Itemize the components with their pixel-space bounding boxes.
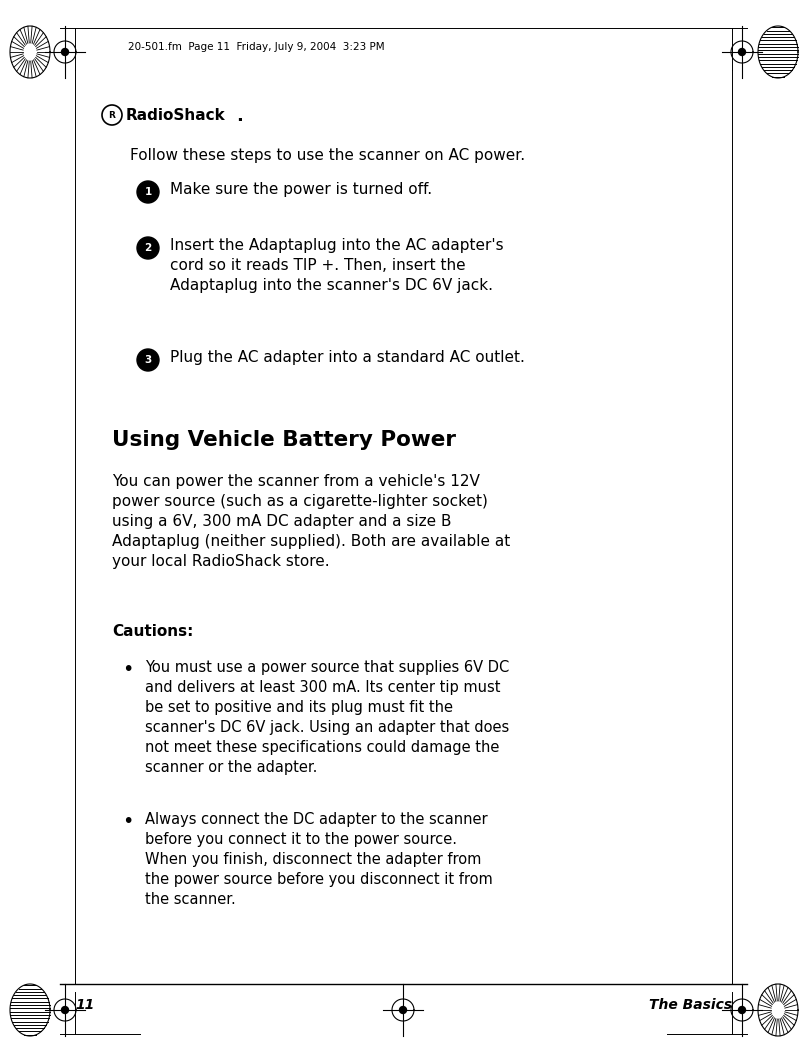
Text: 2: 2 — [144, 243, 152, 253]
Text: 3: 3 — [144, 355, 152, 365]
Text: .: . — [236, 107, 243, 125]
Text: 20-501.fm  Page 11  Friday, July 9, 2004  3:23 PM: 20-501.fm Page 11 Friday, July 9, 2004 3… — [128, 42, 385, 52]
Circle shape — [137, 181, 159, 203]
Circle shape — [61, 1007, 69, 1013]
Circle shape — [399, 1007, 407, 1013]
Circle shape — [738, 49, 746, 55]
Text: 1: 1 — [144, 187, 152, 196]
Text: Always connect the DC adapter to the scanner
before you connect it to the power : Always connect the DC adapter to the sca… — [145, 812, 493, 907]
Circle shape — [61, 49, 69, 55]
Text: Make sure the power is turned off.: Make sure the power is turned off. — [170, 182, 432, 196]
Text: R: R — [109, 110, 115, 120]
Circle shape — [137, 349, 159, 371]
Text: •: • — [122, 812, 133, 830]
Text: The Basics: The Basics — [649, 998, 732, 1012]
Text: 11: 11 — [75, 998, 94, 1012]
Text: Cautions:: Cautions: — [112, 624, 194, 639]
Text: Follow these steps to use the scanner on AC power.: Follow these steps to use the scanner on… — [130, 148, 525, 162]
Text: Plug the AC adapter into a standard AC outlet.: Plug the AC adapter into a standard AC o… — [170, 350, 525, 365]
Text: RadioShack: RadioShack — [126, 107, 226, 122]
Text: Insert the Adaptaplug into the AC adapter's
cord so it reads TIP +. Then, insert: Insert the Adaptaplug into the AC adapte… — [170, 238, 504, 293]
Circle shape — [738, 1007, 746, 1013]
Text: Using Vehicle Battery Power: Using Vehicle Battery Power — [112, 430, 456, 450]
Text: You can power the scanner from a vehicle's 12V
power source (such as a cigarette: You can power the scanner from a vehicle… — [112, 474, 510, 569]
Circle shape — [137, 237, 159, 259]
Text: You must use a power source that supplies 6V DC
and delivers at least 300 mA. It: You must use a power source that supplie… — [145, 660, 509, 775]
Text: •: • — [122, 660, 133, 679]
